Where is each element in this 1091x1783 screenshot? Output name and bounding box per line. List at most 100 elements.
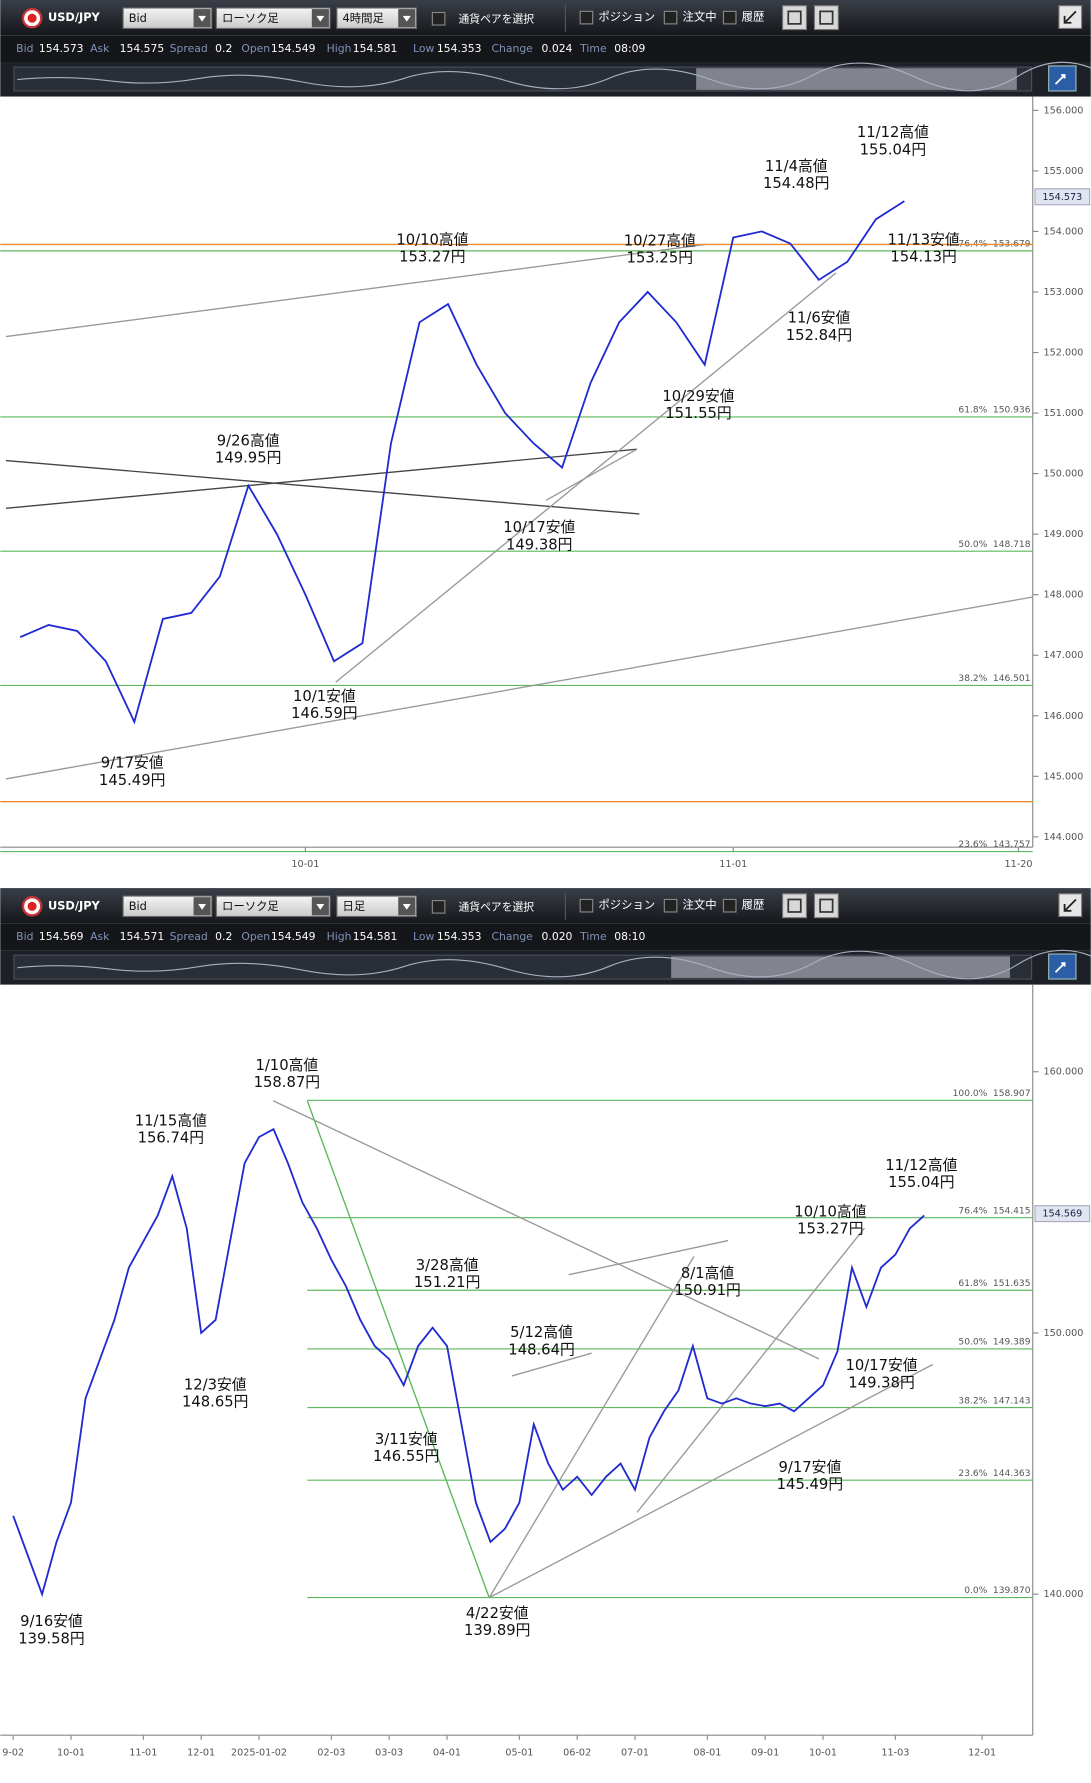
dropdown-label[interactable]: 日足 xyxy=(343,899,366,913)
x-tick-label: 02-03 xyxy=(317,1747,345,1758)
trend-line xyxy=(511,1352,592,1377)
quote-value: 154.549 xyxy=(271,930,316,943)
dropdown-label[interactable]: 4時間足 xyxy=(343,11,384,25)
current-price: 154.569 xyxy=(1042,1209,1082,1220)
trend-line xyxy=(488,1363,934,1599)
tool-button[interactable] xyxy=(782,5,808,31)
chart-panel: USD/JPY Bid ローソク足 日足 通貨ペアを選択 ポジション 注文中 履歴 Bid 154… xyxy=(0,888,1091,1770)
navigator-window[interactable] xyxy=(696,68,1017,90)
current-price: 154.573 xyxy=(1042,192,1082,203)
trend-line xyxy=(306,1100,490,1598)
checkbox[interactable] xyxy=(431,11,446,26)
checkbox[interactable] xyxy=(722,10,737,25)
annotation-price: 148.64円 xyxy=(508,1341,574,1358)
fib-value: 150.936 xyxy=(993,406,1031,416)
annotation-title: 8/1高値 xyxy=(681,1265,735,1282)
trend-line xyxy=(568,1239,729,1276)
quote-value: 0.2 xyxy=(215,42,232,55)
trend-line xyxy=(488,1256,695,1599)
dropdown-arrow xyxy=(316,15,325,22)
annotation-price: 149.95円 xyxy=(215,449,281,466)
fib-pct: 23.6% xyxy=(958,840,987,850)
annotation-price: 152.84円 xyxy=(786,327,852,344)
dropdown[interactable] xyxy=(122,895,213,918)
annotation-title: 11/12高値 xyxy=(857,124,929,141)
checkbox[interactable] xyxy=(663,10,678,25)
checkbox-label[interactable]: ポジション xyxy=(598,10,655,24)
navigator-window[interactable] xyxy=(671,956,1011,978)
annotation-title: 11/12高値 xyxy=(885,1157,957,1174)
x-tick-label: 2025-01-02 xyxy=(231,1747,287,1758)
checkbox[interactable] xyxy=(431,900,446,914)
annotation-title: 9/17安値 xyxy=(779,1459,842,1476)
tool-button-icon xyxy=(787,898,802,913)
plot-area xyxy=(0,96,1091,882)
x-tick-label: 08-01 xyxy=(693,1747,721,1758)
annotation-title: 12/3安値 xyxy=(184,1376,247,1393)
tool-button[interactable] xyxy=(813,5,839,31)
quote-value: 154.571 xyxy=(120,930,165,943)
fib-value: 147.143 xyxy=(993,1396,1031,1406)
y-tick-label: 156.000 xyxy=(1043,105,1083,116)
checkbox-label[interactable]: 注文中 xyxy=(683,10,717,24)
annotation-title: 10/1安値 xyxy=(293,688,356,705)
y-tick-label: 145.000 xyxy=(1043,771,1083,782)
y-tick-label: 155.000 xyxy=(1043,166,1083,177)
fib-value: 146.501 xyxy=(993,674,1031,684)
quote-label: Time xyxy=(579,42,607,55)
dropdown[interactable] xyxy=(122,7,213,29)
fib-pct: 50.0% xyxy=(958,1338,987,1348)
dropdown-label[interactable]: ローソク足 xyxy=(222,11,279,25)
annotation-price: 150.91円 xyxy=(674,1282,740,1299)
fib-pct: 0.0% xyxy=(964,1586,987,1596)
x-tick-label: 03-03 xyxy=(375,1747,403,1758)
checkbox[interactable] xyxy=(663,898,678,913)
quote-label: Open xyxy=(241,42,270,55)
quote-value: 154.353 xyxy=(437,42,482,55)
current-price-box xyxy=(1034,1205,1091,1223)
annotation-price: 149.38円 xyxy=(848,1374,914,1391)
tool-button[interactable] xyxy=(782,893,808,919)
annotation-price: 145.49円 xyxy=(777,1476,843,1493)
annotation-title: 5/12高値 xyxy=(510,1324,573,1341)
quote-label: Change xyxy=(491,930,533,943)
symbol[interactable]: USD/JPY xyxy=(48,10,101,24)
pair-select[interactable]: 通貨ペアを選択 xyxy=(459,899,535,913)
dropdown[interactable] xyxy=(215,7,331,29)
tool-button[interactable] xyxy=(813,893,839,919)
checkbox-label[interactable]: ポジション xyxy=(598,898,655,912)
dropdown-label[interactable]: Bid xyxy=(129,11,147,25)
dropdown-label[interactable]: Bid xyxy=(129,899,147,913)
fib-pct: 61.8% xyxy=(958,406,987,416)
checkbox-label[interactable]: 履歴 xyxy=(742,10,765,24)
trend-line xyxy=(636,1227,865,1513)
y-tick-label: 153.000 xyxy=(1043,287,1083,298)
dropdown-arrow xyxy=(198,904,207,910)
symbol[interactable]: USD/JPY xyxy=(48,898,101,912)
checkbox-label[interactable]: 履歴 xyxy=(742,898,765,912)
dropdown-arrow xyxy=(402,15,411,22)
pair-select[interactable]: 通貨ペアを選択 xyxy=(459,11,535,25)
annotation-title: 10/10高値 xyxy=(396,231,468,248)
x-tick-label: 11-03 xyxy=(881,1747,909,1758)
fib-pct: 50.0% xyxy=(958,540,987,550)
annotation-price: 153.27円 xyxy=(797,1220,863,1237)
quote-value: 154.573 xyxy=(39,42,84,55)
quote-value: 08:09 xyxy=(614,42,645,55)
dropdown-label[interactable]: ローソク足 xyxy=(222,899,279,913)
dropdown[interactable] xyxy=(336,895,418,918)
fib-pct: 23.6% xyxy=(958,1469,987,1479)
annotation-title: 10/29安値 xyxy=(662,388,734,405)
checkbox[interactable] xyxy=(722,898,737,913)
checkbox-label[interactable]: 注文中 xyxy=(683,898,717,912)
dropdown[interactable] xyxy=(336,7,418,29)
quote-label: Bid xyxy=(16,930,33,943)
checkbox[interactable] xyxy=(579,10,594,25)
quote-label: Spread xyxy=(170,42,208,55)
quote-value: 154.549 xyxy=(271,42,316,55)
dropdown[interactable] xyxy=(215,895,331,918)
x-tick-label: 09-01 xyxy=(751,1747,779,1758)
annotation-title: 10/27高値 xyxy=(624,233,696,250)
checkbox[interactable] xyxy=(579,898,594,913)
annotation-price: 156.74円 xyxy=(138,1130,204,1147)
